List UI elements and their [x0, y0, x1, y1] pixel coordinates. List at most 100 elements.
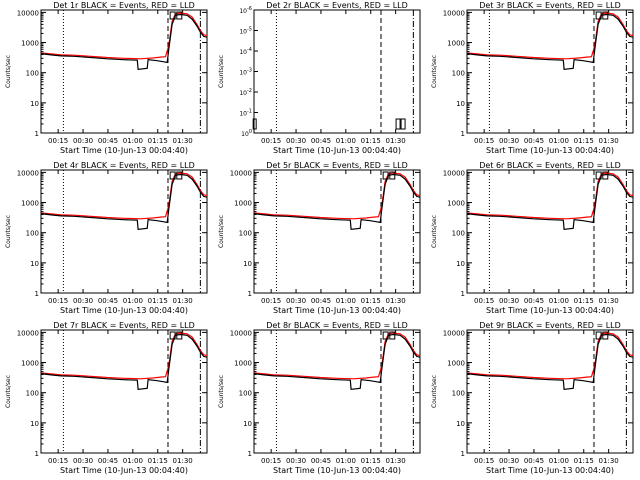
- plot-frame: [253, 9, 421, 134]
- x-tick-label: 01:15: [574, 137, 594, 145]
- panel-title: Det 5r BLACK = Events, RED = LLD: [266, 161, 408, 170]
- x-axis-label: Start Time (10-Jun-13 00:04:40): [273, 306, 401, 315]
- x-tick-label: 01:00: [549, 457, 569, 465]
- x-axis-label: Start Time (10-Jun-13 00:04:40): [486, 466, 614, 475]
- y-tick-label: 1: [248, 450, 252, 458]
- y-tick-label: 1: [461, 290, 465, 298]
- x-tick-label: 01:15: [148, 297, 168, 305]
- x-tick-label: 00:30: [499, 457, 519, 465]
- lld-series-line: [40, 172, 208, 220]
- plot-frame: [253, 329, 421, 454]
- plot-frame: [40, 169, 208, 294]
- x-tick-label: 00:45: [98, 297, 118, 305]
- plot-frame: [466, 169, 634, 294]
- y-tick-label: 10-1: [239, 109, 252, 118]
- y-tick-label: 1000: [447, 200, 465, 208]
- y-tick-label: 1: [35, 130, 39, 138]
- marker: [389, 171, 396, 180]
- plot-frame: [40, 329, 208, 454]
- y-tick-label: 10000: [443, 169, 465, 177]
- x-axis-label: Start Time (10-Jun-13 00:04:40): [486, 146, 614, 155]
- y-axis-label: Counts/sec: [218, 375, 225, 408]
- x-tick-label: 00:15: [474, 297, 494, 305]
- x-tick-label: 01:30: [386, 297, 406, 305]
- panel-2: Det 2r BLACK = Events, RED = LLD 00:15 00:…: [218, 1, 421, 155]
- x-tick-label: 01:15: [361, 297, 381, 305]
- marker: [602, 331, 609, 340]
- events-series-line: [253, 173, 421, 230]
- y-tick-label: 100: [452, 70, 465, 78]
- lld-series-line: [466, 12, 634, 60]
- x-tick-label: 00:30: [499, 297, 519, 305]
- panel-title: Det 2r BLACK = Events, RED = LLD: [266, 1, 408, 10]
- marker: [389, 331, 396, 340]
- x-tick-label: 00:30: [286, 297, 306, 305]
- x-tick-label: 01:15: [361, 137, 381, 145]
- y-tick-label: 100: [241, 129, 252, 138]
- x-tick-label: 01:00: [549, 137, 569, 145]
- x-axis-label: Start Time (10-Jun-13 00:04:40): [60, 146, 188, 155]
- panel-9: Det 9r BLACK = Events, RED = LLD 00:15 00:…: [431, 321, 634, 475]
- x-tick-label: 00:30: [73, 457, 93, 465]
- x-tick-label: 00:45: [311, 137, 331, 145]
- y-tick-label: 100: [452, 390, 465, 398]
- plot-frame: [466, 9, 634, 134]
- y-axis-label: Counts/sec: [431, 55, 438, 88]
- x-tick-label: 00:15: [474, 137, 494, 145]
- y-tick-label: 10000: [230, 169, 252, 177]
- x-tick-label: 01:00: [336, 137, 356, 145]
- x-axis-label: Start Time (10-Jun-13 00:04:40): [273, 146, 401, 155]
- y-tick-label: 10: [243, 420, 252, 428]
- y-tick-label: 10-3: [239, 68, 252, 77]
- panel-title: Det 8r BLACK = Events, RED = LLD: [266, 321, 408, 330]
- x-axis-label: Start Time (10-Jun-13 00:04:40): [60, 466, 188, 475]
- x-tick-label: 01:15: [574, 457, 594, 465]
- lld-series-line: [253, 172, 421, 220]
- x-tick-label: 00:45: [524, 457, 544, 465]
- events-series-line: [466, 173, 634, 230]
- marker: [602, 171, 609, 180]
- y-tick-label: 10-4: [239, 47, 252, 56]
- y-tick-label: 1: [248, 290, 252, 298]
- events-series-line: [40, 333, 208, 390]
- x-tick-label: 01:15: [148, 457, 168, 465]
- x-tick-label: 01:30: [599, 457, 619, 465]
- x-tick-label: 00:30: [73, 137, 93, 145]
- events-series-line: [40, 13, 208, 70]
- y-axis-label: Counts/sec: [431, 215, 438, 248]
- y-tick-label: 10000: [443, 9, 465, 17]
- y-tick-label: 1: [461, 130, 465, 138]
- x-tick-label: 01:15: [148, 137, 168, 145]
- x-tick-label: 01:15: [574, 297, 594, 305]
- x-tick-label: 01:30: [599, 297, 619, 305]
- panel-title: Det 3r BLACK = Events, RED = LLD: [479, 1, 621, 10]
- x-tick-label: 00:15: [48, 137, 68, 145]
- x-tick-label: 00:15: [48, 457, 68, 465]
- y-tick-label: 1000: [21, 200, 39, 208]
- x-tick-label: 01:00: [123, 457, 143, 465]
- x-tick-label: 00:45: [311, 457, 331, 465]
- plot-frame: [253, 169, 421, 294]
- y-tick-label: 10: [30, 420, 39, 428]
- x-tick-label: 01:30: [173, 457, 193, 465]
- marker: [252, 118, 257, 130]
- y-tick-label: 100: [26, 390, 39, 398]
- y-tick-label: 1000: [234, 200, 252, 208]
- x-tick-label: 01:30: [173, 137, 193, 145]
- y-axis-label: Counts/sec: [5, 375, 12, 408]
- marker: [169, 11, 176, 20]
- panel-1: Det 1r BLACK = Events, RED = LLD 00:15 00:…: [5, 1, 208, 155]
- y-tick-label: 100: [26, 70, 39, 78]
- lld-series-line: [466, 172, 634, 220]
- panel-8: Det 8r BLACK = Events, RED = LLD 00:15 00:…: [218, 321, 421, 475]
- panel-title: Det 7r BLACK = Events, RED = LLD: [53, 321, 195, 330]
- y-tick-label: 1000: [21, 360, 39, 368]
- marker: [595, 171, 602, 180]
- x-tick-label: 01:00: [123, 137, 143, 145]
- panel-3: Det 3r BLACK = Events, RED = LLD 00:15 00:…: [431, 1, 634, 155]
- y-tick-label: 10000: [17, 169, 39, 177]
- marker: [176, 11, 183, 20]
- y-tick-label: 10000: [230, 329, 252, 337]
- panel-4: Det 4r BLACK = Events, RED = LLD 00:15 00:…: [5, 161, 208, 315]
- x-tick-label: 01:30: [599, 137, 619, 145]
